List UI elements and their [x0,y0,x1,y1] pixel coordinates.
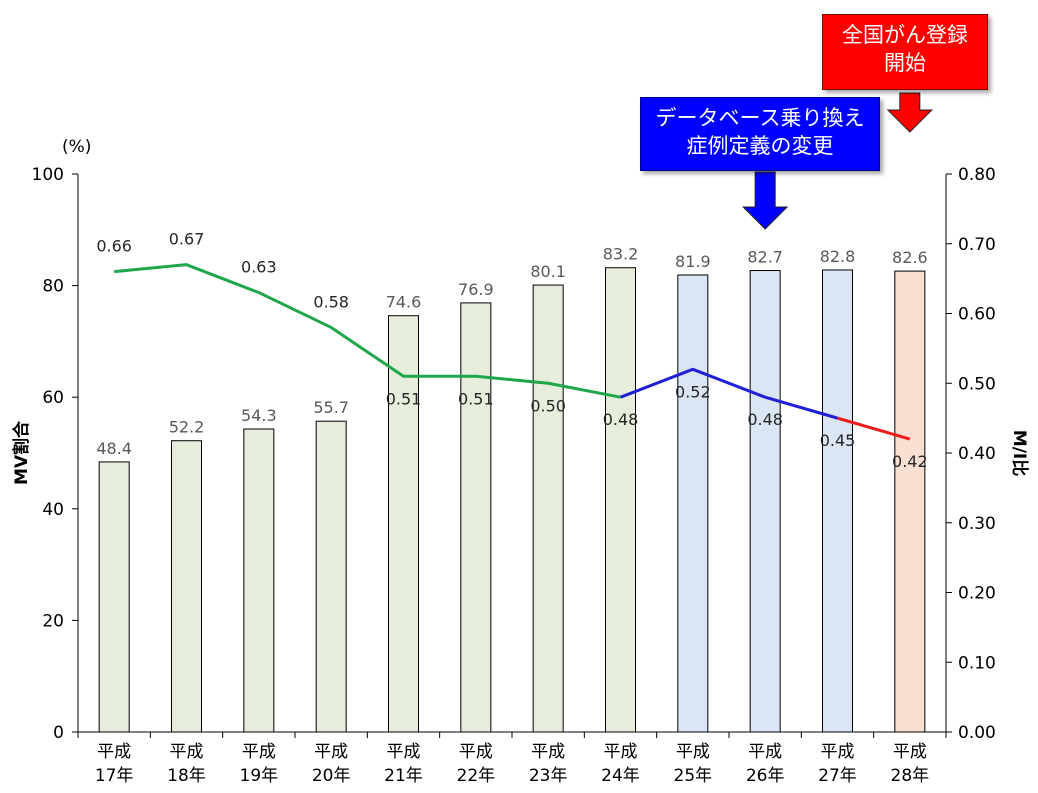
annotation-line: データベース乗り換え [655,106,865,130]
line-value-label: 0.67 [169,230,205,249]
line-value-label: 0.51 [386,389,422,408]
annotation-line: 症例定義の変更 [686,134,834,158]
bar [605,267,636,733]
y-unit-label: (%) [62,137,91,157]
bar-data-labels: 48.4 52.2 54.3 55.7 74.6 76.9 80.1 83.2 81.9 82.7… [96,245,927,458]
bar [243,428,275,733]
annotation-arrows [741,92,934,230]
annotation-national-cancer-registry: 全国がん登録 開始 [822,14,988,90]
line-value-label: 0.48 [747,410,783,429]
bar-value-label: 82.7 [747,248,783,267]
line-segment [619,367,838,420]
x-tick-label: 平成 19年 [240,742,279,786]
bar-value-label: 81.9 [675,252,711,271]
x-tick-label: 平成 25年 [674,742,713,786]
bar-value-label: 82.6 [892,248,928,267]
right-tick-label: 0.40 [958,444,996,464]
line-data-labels: 0.66 0.67 0.63 0.58 0.51 0.51 0.50 0.48 0.52 0.48… [96,230,927,471]
left-tick-label: 80 [42,277,64,297]
bar-value-label: 82.8 [820,247,856,266]
x-tick-label: 平成 26年 [746,742,785,786]
bar-value-label: 54.3 [241,406,277,425]
line-value-label: 0.52 [675,382,711,401]
x-tick-label: 平成 20年 [312,742,351,786]
bar [315,420,347,733]
left-tick-label: 40 [42,500,64,520]
line-segment [837,416,911,441]
right-tick-label: 0.00 [958,723,996,743]
line-value-label: 0.50 [530,396,566,415]
line-value-label: 0.42 [892,452,928,471]
right-tick-label: 0.30 [958,514,996,534]
bar [171,440,202,733]
annotation-line: 全国がん登録 [842,23,968,47]
left-tick-label: 0 [53,723,64,743]
bar [532,284,564,733]
down-arrow-icon [886,92,934,133]
line-value-label: 0.45 [820,431,856,450]
x-tick-label: 平成 28年 [891,742,930,786]
x-tick-label: 平成 18年 [167,742,206,786]
line-segment [114,263,621,399]
left-tick-label: 60 [42,388,64,408]
down-arrow-icon [741,171,789,230]
left-tick-label: 20 [42,611,64,631]
bar [460,302,492,733]
right-tick-label: 0.80 [958,165,996,185]
line-value-label: 0.51 [458,389,494,408]
x-tick-label: 平成 17年 [95,742,134,786]
y-axis-title: MV割合 [11,420,32,485]
axes: 0 20 40 60 80 100 0.00 0.10 0.20 0.30 0.40 0.50 0.60… [11,137,1030,786]
annotation-line: 開始 [884,51,926,75]
bar-series [98,267,926,733]
bar [894,270,926,733]
x-tick-label: 平成 27年 [818,742,857,786]
line-value-label: 0.63 [241,258,277,277]
line-value-label: 0.48 [603,410,639,429]
x-tick-label: 平成 21年 [384,742,423,786]
right-tick-label: 0.70 [958,235,996,255]
bar-value-label: 52.2 [169,418,205,437]
bar [749,270,781,733]
bar [98,461,130,733]
right-tick-label: 0.60 [958,305,996,325]
left-tick-label: 100 [32,165,64,185]
x-tick-label: 平成 24年 [601,742,640,786]
line-value-label: 0.66 [96,237,132,256]
bar [677,274,709,733]
line-series [114,263,911,441]
y2-axis-title: M/I比 [1009,430,1030,476]
x-tick-label: 平成 23年 [529,742,568,786]
bar-value-label: 48.4 [96,439,132,458]
bar-value-label: 80.1 [530,262,566,281]
bar [822,269,853,733]
bar-value-label: 76.9 [458,280,494,299]
annotation-database-change: データベース乗り換え 症例定義の変更 [640,97,880,171]
right-tick-label: 0.20 [958,584,996,604]
right-tick-label: 0.50 [958,374,996,394]
right-tick-label: 0.10 [958,653,996,673]
bar [388,315,419,733]
bar-value-label: 83.2 [603,245,639,264]
line-value-label: 0.58 [313,292,349,311]
bar-value-label: 55.7 [313,398,349,417]
bar-value-label: 74.6 [386,293,422,312]
x-tick-label: 平成 22年 [457,742,496,786]
